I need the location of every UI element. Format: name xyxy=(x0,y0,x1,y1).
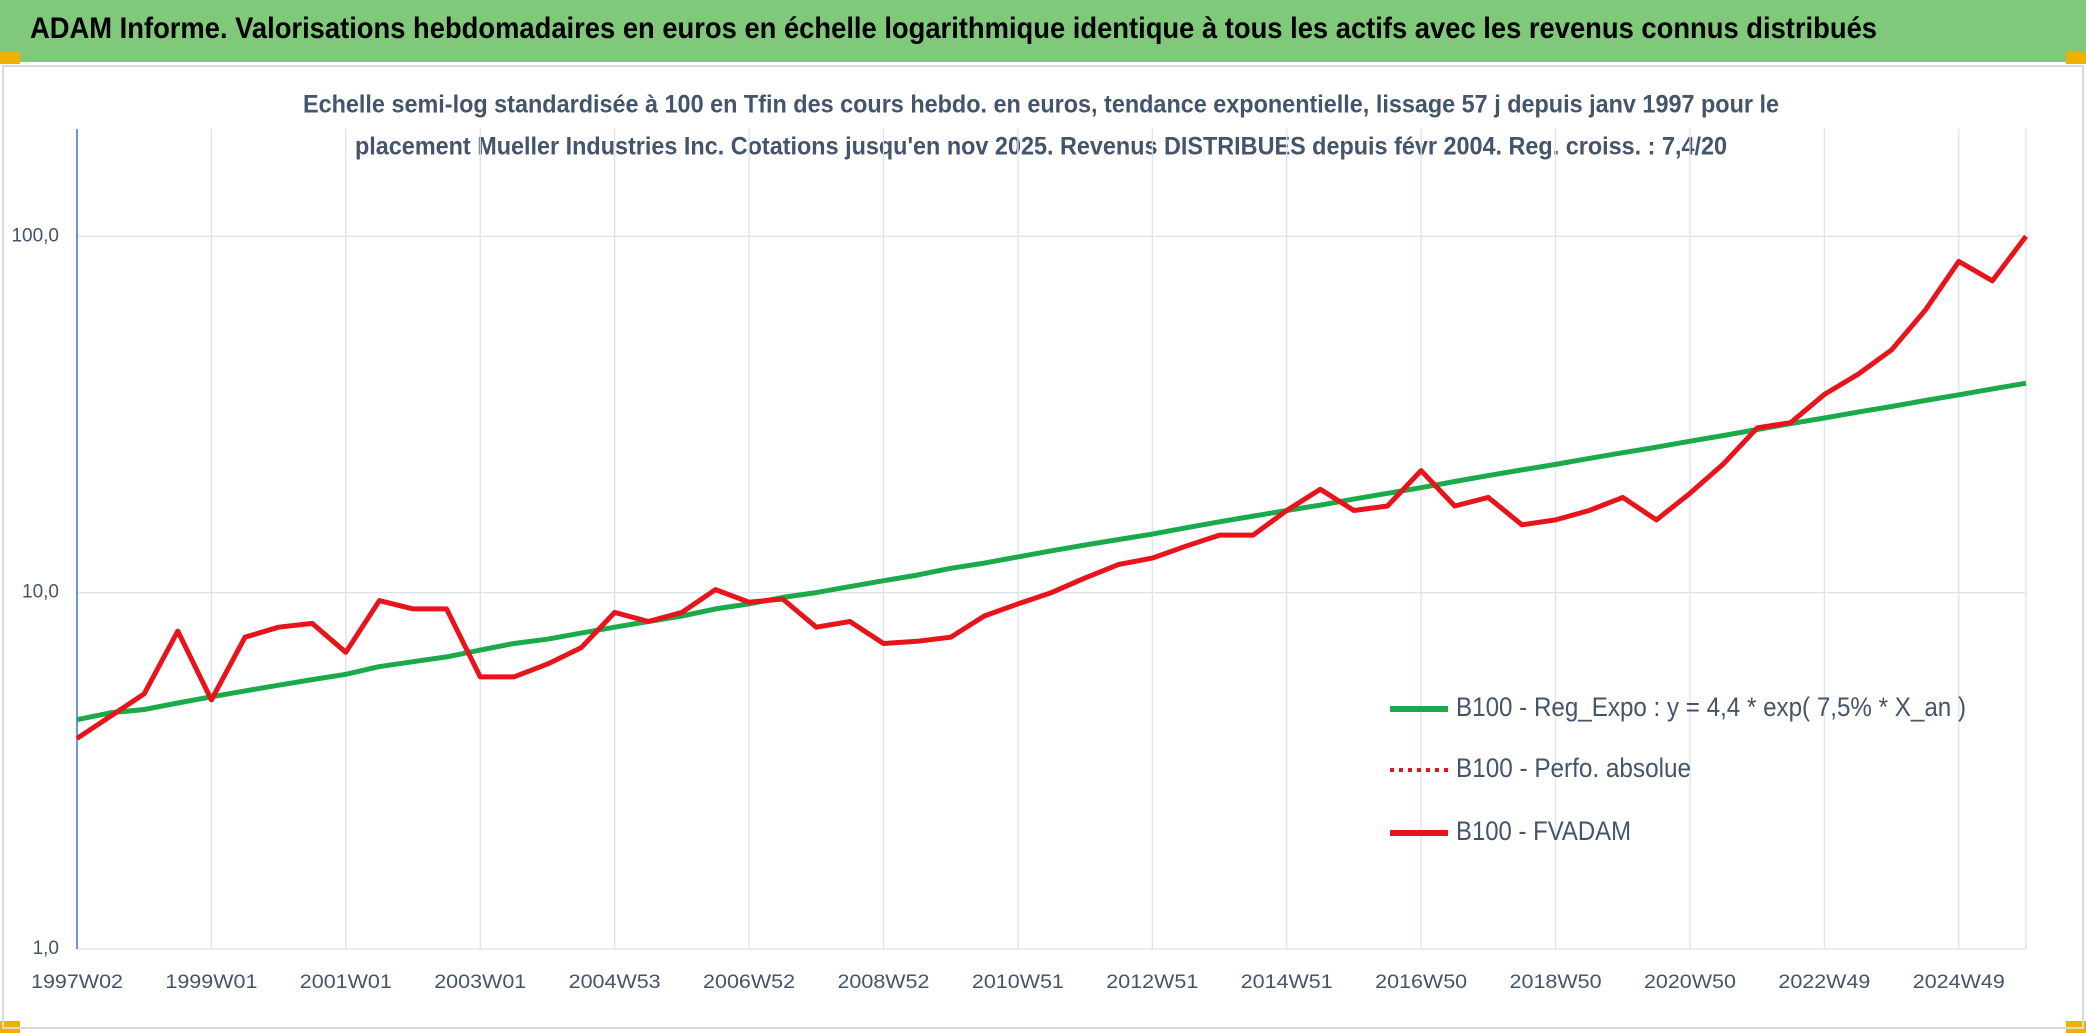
x-tick-label: 2006W52 xyxy=(703,972,795,993)
x-tick-label: 2012W51 xyxy=(1106,972,1198,993)
legend-label: B100 - Reg_Expo : y = 4,4 * exp( 7,5% * … xyxy=(1456,692,1966,722)
legend-label: B100 - FVADAM xyxy=(1456,816,1631,846)
x-tick-label: 1997W02 xyxy=(31,972,123,993)
corner-marker xyxy=(2066,52,2086,64)
chart-subtitle: Echelle semi-log standardisée à 100 en T… xyxy=(303,91,1779,119)
x-tick-label: 2008W52 xyxy=(837,972,929,993)
x-tick-label: 2018W50 xyxy=(1510,972,1602,993)
x-tick-label: 2022W49 xyxy=(1778,972,1870,993)
series-line xyxy=(76,380,2027,723)
corner-marker xyxy=(0,52,20,64)
y-tick-label: 100,0 xyxy=(11,225,59,246)
title-banner xyxy=(0,0,2086,62)
x-tick-label: 2001W01 xyxy=(300,972,392,993)
x-tick-label: 2014W51 xyxy=(1241,972,1333,993)
legend-label: B100 - Perfo. absolue xyxy=(1456,753,1691,783)
chart-title: ADAM Informe. Valorisations hebdomadaire… xyxy=(30,12,1877,45)
series-line xyxy=(75,234,2028,741)
y-tick-label: 10,0 xyxy=(22,582,59,603)
x-tick-label: 2003W01 xyxy=(434,972,526,993)
x-tick-label: 2010W51 xyxy=(972,972,1064,993)
x-tick-label: 1999W01 xyxy=(165,972,257,993)
x-tick-label: 2020W50 xyxy=(1644,972,1736,993)
x-tick-label: 2004W53 xyxy=(569,972,661,993)
y-tick-label: 1,0 xyxy=(33,938,59,959)
x-tick-label: 2024W49 xyxy=(1913,972,2005,993)
x-tick-label: 2016W50 xyxy=(1375,972,1467,993)
chart-subtitle: placement Mueller Industries Inc. Cotati… xyxy=(355,133,1727,161)
chart-border xyxy=(2,65,2084,1029)
